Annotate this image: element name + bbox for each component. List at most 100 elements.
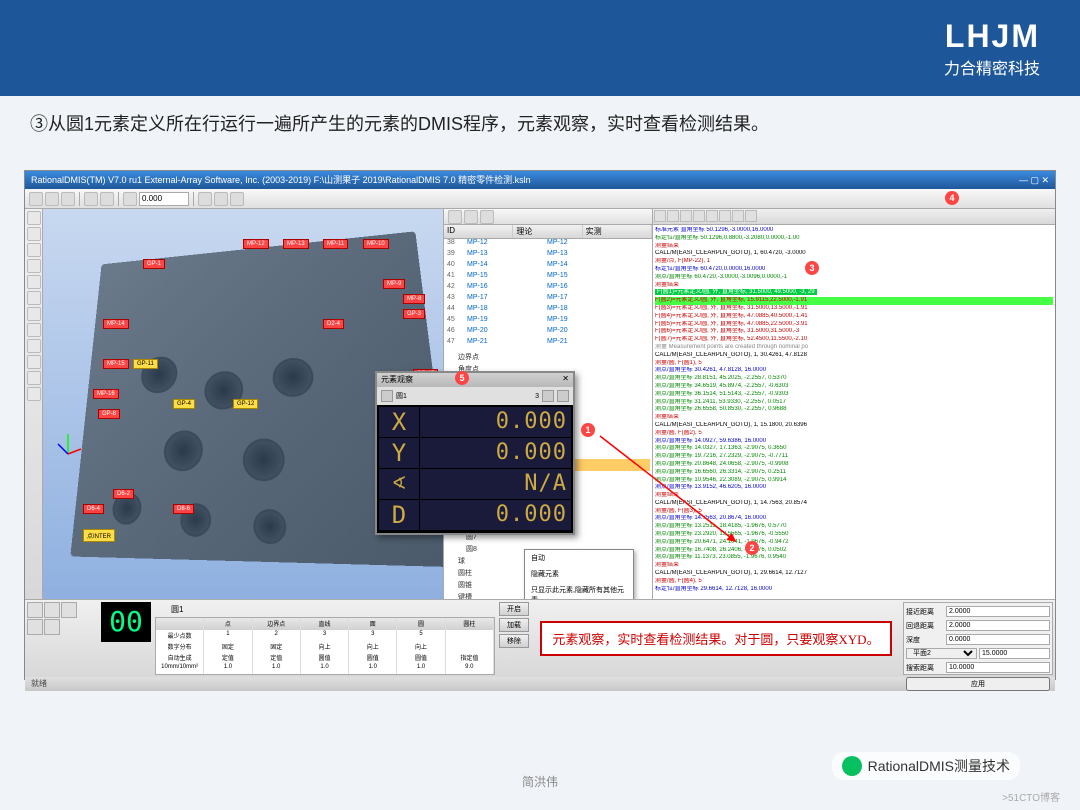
apply-button[interactable]: 应用: [906, 677, 1050, 691]
cal-icon[interactable]: [61, 602, 77, 618]
measure-icon[interactable]: [27, 387, 41, 401]
mp-label: MP-15: [103, 359, 129, 369]
d-label: D: [379, 500, 419, 530]
mp-label: MP-13: [283, 239, 309, 249]
tip-icon[interactable]: [44, 602, 60, 618]
brand-header: LHJM 力合精密科技: [0, 0, 1080, 96]
arrow-1-2: [595, 431, 745, 551]
new-icon[interactable]: [29, 192, 43, 206]
ctx-showonly[interactable]: 只显示此元素,隐藏所有其他元素: [525, 582, 633, 599]
window-controls[interactable]: — ▢ ✕: [1019, 171, 1049, 189]
retract-input[interactable]: [946, 620, 1050, 631]
view-icon[interactable]: [27, 307, 41, 321]
dro-window[interactable]: 元素观察✕ 圆1 3 X0.000 Y0.000 ∢N/A D0.000: [375, 371, 575, 535]
load-button[interactable]: 加载: [499, 618, 529, 632]
lock-icon[interactable]: [381, 390, 393, 402]
measure-icon[interactable]: [27, 355, 41, 369]
marker-4: 4: [945, 191, 959, 205]
opt-icon[interactable]: [185, 603, 199, 617]
mp-label: MP-14: [103, 319, 129, 329]
redo-icon[interactable]: [100, 192, 114, 206]
highlighted-line: F(圆1)=元素定义/圆, 外, 直角坐标, 31.5000, 49.5000,…: [655, 289, 817, 295]
window-title: RationalDMIS(TM) V7.0 ru1 External-Array…: [31, 171, 531, 189]
rotate-icon[interactable]: [27, 243, 41, 257]
probe-icon[interactable]: [27, 602, 43, 618]
opt-icon[interactable]: [201, 603, 215, 617]
mp-header: ID理论实测: [444, 225, 652, 239]
remove-button[interactable]: 移除: [499, 634, 529, 648]
gp-label: GP-1: [143, 259, 165, 269]
axis-triad-icon: [53, 429, 83, 459]
x-value: 0.000: [420, 407, 571, 437]
mp-label: MP-11: [323, 239, 348, 249]
opt-icon[interactable]: [155, 603, 169, 617]
select-icon[interactable]: [27, 211, 41, 225]
edit-icon[interactable]: [706, 210, 718, 222]
main-toolbar: [25, 189, 1055, 209]
refresh-icon[interactable]: [480, 210, 494, 224]
view-icon[interactable]: [27, 339, 41, 353]
stop-icon[interactable]: [667, 210, 679, 222]
angle-value: N/A: [420, 469, 571, 499]
mode-icon[interactable]: [27, 619, 43, 635]
pan-icon[interactable]: [27, 227, 41, 241]
fmt-icon[interactable]: [745, 210, 757, 222]
measure-icon[interactable]: [27, 371, 41, 385]
zoom-icon[interactable]: [123, 192, 137, 206]
marker-1: 1: [581, 423, 595, 437]
opt-icon[interactable]: [542, 390, 554, 402]
mp-list[interactable]: 38MP-12MP-1239MP-13MP-1340MP-14MP-1441MP…: [444, 239, 652, 349]
coord-input[interactable]: [139, 192, 189, 206]
tool-icon[interactable]: [214, 192, 228, 206]
ctx-hide[interactable]: 隐藏元素: [525, 566, 633, 582]
pt-label: 点INTER: [83, 529, 115, 542]
save-icon[interactable]: [61, 192, 75, 206]
x-label: X: [379, 407, 419, 437]
search-input[interactable]: [946, 662, 1050, 673]
gp-label: GP-3: [403, 309, 425, 319]
left-toolbar: [25, 209, 43, 599]
start-button[interactable]: 开启: [499, 602, 529, 616]
tool-icon[interactable]: [230, 192, 244, 206]
goto-icon[interactable]: [732, 210, 744, 222]
d-value: 0.000: [420, 500, 571, 530]
plane-select[interactable]: 平面2: [906, 648, 977, 659]
titlebar: RationalDMIS(TM) V7.0 ru1 External-Array…: [25, 171, 1055, 189]
undo-icon[interactable]: [84, 192, 98, 206]
settings-panel: 接近距离 回退距离 深度 平面2 搜索距离 应用: [903, 602, 1053, 675]
fit-icon[interactable]: [27, 275, 41, 289]
d-label: D2-4: [323, 319, 344, 329]
zoom-icon[interactable]: [27, 259, 41, 273]
gp-label: GP-4: [173, 399, 195, 409]
ctx-auto[interactable]: 自动: [525, 550, 633, 566]
bp-icon[interactable]: [693, 210, 705, 222]
counter: 00: [101, 602, 151, 642]
sort-icon[interactable]: [464, 210, 478, 224]
tool-icon[interactable]: [198, 192, 212, 206]
approach-input[interactable]: [946, 606, 1050, 617]
view-icon[interactable]: [27, 323, 41, 337]
mp-label: MP-10: [363, 239, 389, 249]
close-icon[interactable]: ✕: [562, 374, 569, 386]
param-table: 点边界点直线面圆圆柱 最少点数12335 数字分布固定固定向上向上向上 自动生成…: [155, 617, 495, 675]
speed-icon[interactable]: [44, 619, 60, 635]
find-icon[interactable]: [719, 210, 731, 222]
status-bar: 就绪: [25, 677, 1055, 691]
gp-label: GP-11: [133, 359, 158, 369]
gp-label: GP-12: [233, 399, 258, 409]
step-icon[interactable]: [680, 210, 692, 222]
code-toolbar: [653, 209, 1055, 225]
dro-title: 元素观察: [381, 374, 413, 386]
search-icon[interactable]: [557, 390, 569, 402]
y-value: 0.000: [420, 438, 571, 468]
mp-label: MP-12: [243, 239, 269, 249]
brand-cn: 力合精密科技: [944, 55, 1040, 79]
slide-caption: ③从圆1元素定义所在行运行一遍所产生的元素的DMIS程序，元素观察，实时查看检测…: [0, 96, 1080, 146]
run-icon[interactable]: [654, 210, 666, 222]
open-icon[interactable]: [45, 192, 59, 206]
brand-en: LHJM: [944, 18, 1040, 55]
filter-icon[interactable]: [448, 210, 462, 224]
view-icon[interactable]: [27, 291, 41, 305]
marker-5: 5: [455, 371, 469, 385]
depth-input[interactable]: [946, 634, 1050, 645]
